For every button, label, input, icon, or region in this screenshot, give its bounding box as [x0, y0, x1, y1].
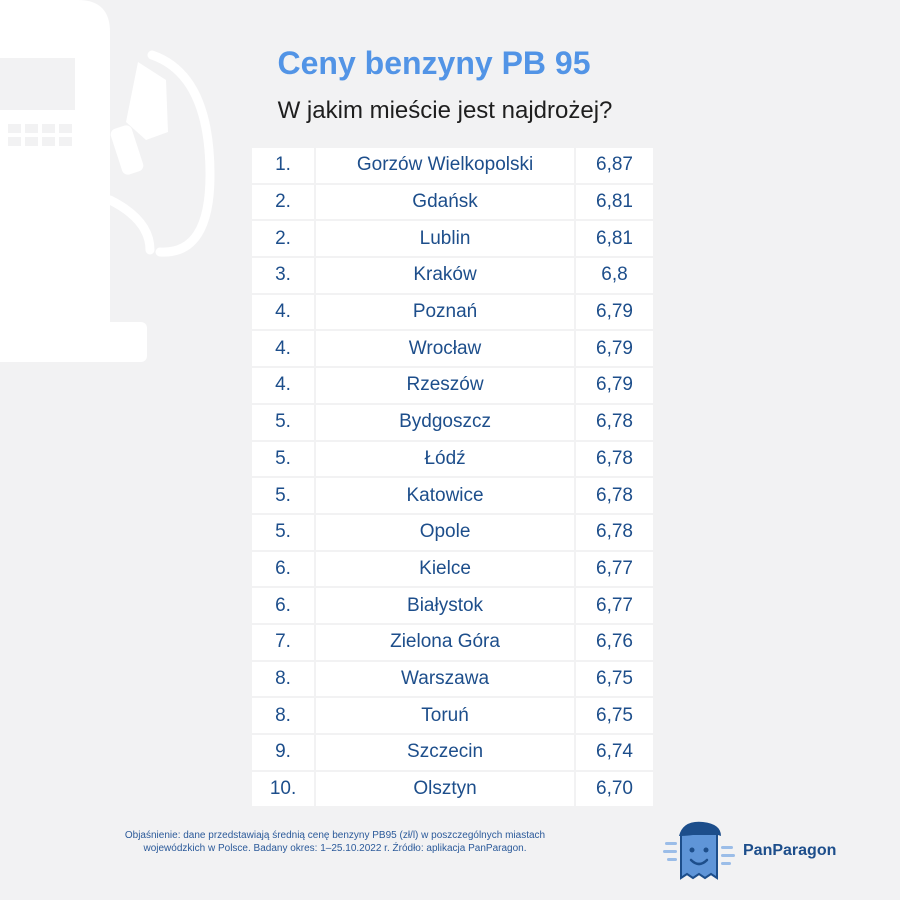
rank-cell: 10.	[252, 771, 315, 807]
table-row: 9. Szczecin 6,74	[252, 735, 653, 770]
table-row: 4. Poznań 6,79	[252, 294, 653, 330]
city-cell: Szczecin	[316, 735, 575, 770]
city-cell: Wrocław	[316, 331, 575, 367]
rank-cell: 6.	[252, 588, 315, 623]
price-cell: 6,77	[576, 588, 653, 623]
rank-cell: 5.	[252, 514, 315, 550]
price-cell: 6,70	[576, 771, 653, 807]
price-cell: 6,78	[576, 404, 653, 440]
brand-name: PanParagon	[743, 842, 837, 859]
city-cell: Gdańsk	[316, 184, 575, 220]
rank-cell: 4.	[252, 368, 315, 403]
rank-cell: 6.	[252, 551, 315, 587]
city-cell: Opole	[316, 514, 575, 550]
city-cell: Kielce	[316, 551, 575, 587]
rank-cell: 2.	[252, 221, 315, 257]
price-cell: 6,79	[576, 331, 653, 367]
city-cell: Łódź	[316, 441, 575, 477]
table-row: 8. Toruń 6,75	[252, 698, 653, 733]
city-cell: Warszawa	[316, 661, 575, 697]
table-row: 2. Gdańsk 6,81	[252, 184, 653, 220]
price-cell: 6,78	[576, 441, 653, 477]
rank-cell: 1.	[252, 148, 315, 183]
price-cell: 6,78	[576, 514, 653, 550]
city-cell: Katowice	[316, 478, 575, 513]
rank-cell: 5.	[252, 441, 315, 477]
city-cell: Zielona Góra	[316, 624, 575, 660]
city-cell: Lublin	[316, 221, 575, 257]
rank-cell: 2.	[252, 184, 315, 220]
table-row: 5. Łódź 6,78	[252, 441, 653, 477]
brand-logo: PanParagon	[663, 818, 853, 882]
rank-cell: 8.	[252, 661, 315, 697]
price-cell: 6,76	[576, 624, 653, 660]
price-cell: 6,79	[576, 294, 653, 330]
price-cell: 6,79	[576, 368, 653, 403]
price-cell: 6,74	[576, 735, 653, 770]
rank-cell: 8.	[252, 698, 315, 733]
price-ranking-table: 1. Gorzów Wielkopolski 6,87 2. Gdańsk 6,81 2. L…	[250, 146, 655, 808]
table-row: 4. Wrocław 6,79	[252, 331, 653, 367]
table-row: 8. Warszawa 6,75	[252, 661, 653, 697]
rank-cell: 4.	[252, 331, 315, 367]
page-title: Ceny benzyny PB 95	[277, 45, 591, 81]
table-row: 6. Białystok 6,77	[252, 588, 653, 623]
city-cell: Poznań	[316, 294, 575, 330]
panparagon-mascot-icon	[663, 821, 735, 880]
city-cell: Toruń	[316, 698, 575, 733]
rank-cell: 5.	[252, 478, 315, 513]
table-row: 5. Bydgoszcz 6,78	[252, 404, 653, 440]
rank-cell: 3.	[252, 258, 315, 293]
price-cell: 6,8	[576, 258, 653, 293]
city-cell: Białystok	[316, 588, 575, 623]
ranking-table-body: 1. Gorzów Wielkopolski 6,87 2. Gdańsk 6,81 2. L…	[252, 148, 653, 807]
rank-cell: 4.	[252, 294, 315, 330]
price-cell: 6,77	[576, 551, 653, 587]
price-cell: 6,78	[576, 478, 653, 513]
price-cell: 6,75	[576, 698, 653, 733]
table-row: 7. Zielona Góra 6,76	[252, 624, 653, 660]
price-cell: 6,81	[576, 184, 653, 220]
price-cell: 6,75	[576, 661, 653, 697]
table-row: 5. Katowice 6,78	[252, 478, 653, 513]
city-cell: Rzeszów	[316, 368, 575, 403]
table-row: 1. Gorzów Wielkopolski 6,87	[252, 148, 653, 183]
table-row: 2. Lublin 6,81	[252, 221, 653, 257]
table-row: 3. Kraków 6,8	[252, 258, 653, 293]
city-cell: Olsztyn	[316, 771, 575, 807]
page-subtitle: W jakim mieście jest najdrożej?	[277, 97, 613, 124]
price-cell: 6,87	[576, 148, 653, 183]
rank-cell: 9.	[252, 735, 315, 770]
table-row: 4. Rzeszów 6,79	[252, 368, 653, 403]
table-row: 6. Kielce 6,77	[252, 551, 653, 587]
table-row: 5. Opole 6,78	[252, 514, 653, 550]
table-row: 10. Olsztyn 6,70	[252, 771, 653, 807]
rank-cell: 5.	[252, 404, 315, 440]
footnote: Objaśnienie: dane przedstawiają średnią …	[124, 830, 546, 854]
city-cell: Kraków	[316, 258, 575, 293]
city-cell: Bydgoszcz	[316, 404, 575, 440]
rank-cell: 7.	[252, 624, 315, 660]
price-cell: 6,81	[576, 221, 653, 257]
fuel-pump-icon	[0, 0, 215, 362]
city-cell: Gorzów Wielkopolski	[316, 148, 575, 183]
